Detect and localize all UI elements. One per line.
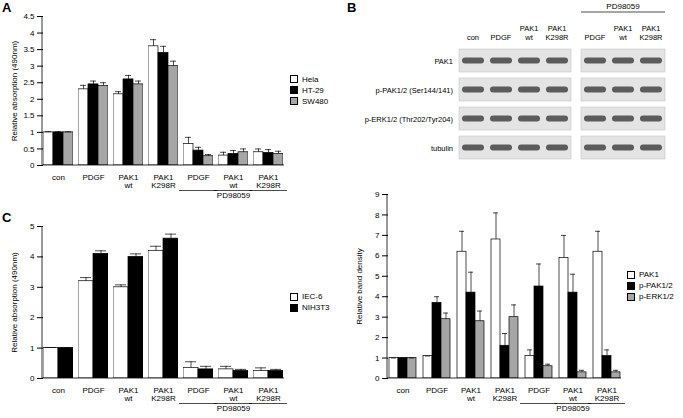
html-text:p-PAK1/2: p-PAK1/2 [639, 281, 673, 290]
svg-text:PDGF: PDGF [187, 173, 209, 182]
svg-text:PAK1wt: PAK1wt [224, 173, 244, 190]
html-text:HT-29: HT-29 [302, 85, 324, 95]
svg-text:tubulin: tubulin [431, 144, 453, 153]
svg-text:0: 0 [375, 374, 380, 383]
svg-text:8: 8 [375, 211, 380, 220]
svg-text:p-ERK1/2 (Thr202/Tyr204): p-ERK1/2 (Thr202/Tyr204) [365, 115, 454, 124]
html-text:SW480: SW480 [302, 96, 329, 106]
svg-text:1: 1 [30, 128, 35, 137]
svg-text:2.5: 2.5 [23, 78, 35, 87]
svg-text:0: 0 [30, 374, 35, 383]
svg-text:PAK1K298R: PAK1K298R [595, 386, 620, 403]
html-text:A: A [2, 0, 12, 15]
svg-text:Relative band density: Relative band density [355, 248, 364, 325]
svg-text:PAK1wt: PAK1wt [119, 386, 139, 403]
html-text:p-ERK1/2: p-ERK1/2 [639, 292, 674, 301]
svg-text:PD98059: PD98059 [606, 2, 640, 11]
svg-text:PDGF: PDGF [187, 386, 209, 395]
html-text:IEC-6: IEC-6 [302, 292, 323, 301]
svg-text:3: 3 [375, 313, 380, 322]
svg-text:5: 5 [375, 272, 380, 281]
svg-text:7: 7 [375, 231, 380, 240]
svg-text:4: 4 [375, 292, 380, 301]
svg-text:2: 2 [30, 95, 35, 104]
svg-text:PAK1K298R: PAK1K298R [493, 386, 518, 403]
svg-text:PD98059: PD98059 [556, 404, 590, 413]
svg-text:PDGF: PDGF [82, 173, 104, 182]
svg-text:PAK1: PAK1 [434, 57, 453, 66]
svg-text:PD98059: PD98059 [217, 191, 251, 200]
svg-text:PAK1K298R: PAK1K298R [546, 24, 570, 42]
svg-text:4.5: 4.5 [23, 12, 35, 21]
html-text:Hela: Hela [302, 74, 319, 84]
svg-text:PAK1wt: PAK1wt [563, 386, 583, 403]
svg-text:6: 6 [375, 251, 380, 260]
svg-text:con: con [52, 386, 65, 395]
svg-text:PDGF: PDGF [491, 33, 512, 42]
html-text:C: C [2, 210, 12, 225]
svg-text:2: 2 [375, 333, 380, 342]
svg-text:5: 5 [30, 222, 35, 231]
svg-text:PAK1K298R: PAK1K298R [151, 173, 176, 190]
svg-text:0.5: 0.5 [23, 145, 35, 154]
svg-text:1: 1 [375, 354, 380, 363]
svg-text:1.5: 1.5 [23, 111, 35, 120]
svg-text:1: 1 [30, 344, 35, 353]
svg-text:PAK1wt: PAK1wt [614, 24, 633, 42]
svg-text:Relative absorption (490nm): Relative absorption (490nm) [10, 40, 19, 141]
svg-text:con: con [397, 386, 410, 395]
svg-text:PD98059: PD98059 [217, 404, 251, 413]
svg-text:PDGF: PDGF [528, 386, 550, 395]
html-text:B: B [347, 0, 357, 15]
svg-text:3: 3 [30, 283, 35, 292]
svg-text:3.5: 3.5 [23, 45, 35, 54]
svg-text:Relative absorption (490nm): Relative absorption (490nm) [10, 252, 19, 353]
html-text:PAK1: PAK1 [639, 270, 659, 279]
svg-text:4: 4 [30, 252, 35, 261]
svg-text:p-PAK1/2 (Ser144/141): p-PAK1/2 (Ser144/141) [376, 86, 454, 95]
svg-text:PAK1wt: PAK1wt [224, 386, 244, 403]
html-text:NIH3T3: NIH3T3 [302, 303, 330, 312]
svg-text:PAK1K298R: PAK1K298R [256, 386, 281, 403]
svg-text:PDGF: PDGF [82, 386, 104, 395]
svg-text:3: 3 [30, 62, 35, 71]
svg-text:con: con [467, 33, 479, 42]
svg-text:2: 2 [30, 313, 35, 322]
svg-text:PDGF: PDGF [585, 33, 606, 42]
svg-text:PAK1K298R: PAK1K298R [640, 24, 664, 42]
svg-text:PAK1K298R: PAK1K298R [151, 386, 176, 403]
svg-text:0: 0 [30, 161, 35, 170]
svg-text:4: 4 [30, 29, 35, 38]
svg-text:PAK1wt: PAK1wt [119, 173, 139, 190]
svg-text:PAK1K298R: PAK1K298R [256, 173, 281, 190]
svg-text:9: 9 [375, 190, 380, 199]
svg-text:PAK1wt: PAK1wt [461, 386, 481, 403]
svg-text:PDGF: PDGF [426, 386, 448, 395]
svg-text:PAK1wt: PAK1wt [520, 24, 539, 42]
svg-text:con: con [52, 173, 65, 182]
